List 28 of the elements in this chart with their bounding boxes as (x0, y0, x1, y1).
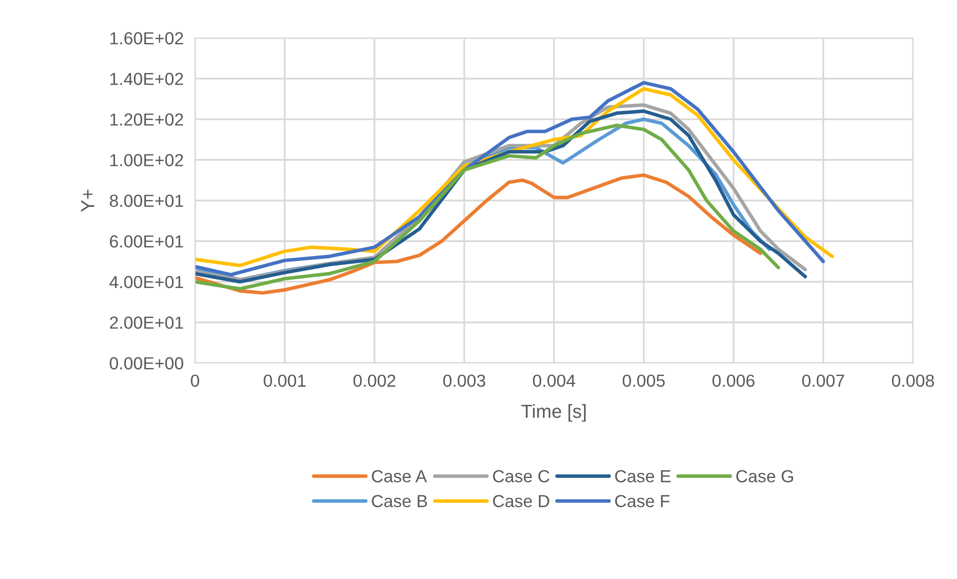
legend-label: Case F (615, 494, 670, 508)
x-tick-label: 0 (190, 374, 200, 387)
x-tick-label: 0.005 (622, 374, 665, 387)
x-tick-label: 0.001 (264, 374, 306, 387)
y-tick-label: 8.00E+01 (110, 194, 184, 207)
y-tick-label: 0.00E+00 (110, 357, 184, 370)
x-tick-label: 0.004 (532, 374, 576, 387)
x-tick-label: 0.002 (353, 374, 396, 387)
y-tick-label: 2.00E+01 (110, 316, 184, 329)
x-tick-label: 0.007 (802, 374, 844, 387)
legend-label: Case G (736, 470, 794, 482)
line-series (195, 173, 762, 295)
y-tick-label: 1.40E+02 (110, 72, 184, 86)
x-tick-label: 0.006 (712, 374, 754, 387)
legend-label: Case C (493, 470, 550, 482)
y-axis-title: Y+ (81, 190, 94, 212)
y-tick-label: 1.20E+02 (110, 113, 184, 126)
legend-label: Case A (372, 470, 427, 482)
legend-label: Case E (615, 470, 670, 482)
y-tick-label: 1.60E+02 (110, 32, 184, 44)
x-tick-label: 0.008 (892, 374, 934, 387)
x-axis-title: Time [s] (521, 404, 586, 422)
y-tick-label: 1.00E+02 (110, 154, 184, 166)
y-tick-label: 4.00E+01 (109, 276, 184, 288)
y-tick-label: 6.00E+01 (110, 235, 184, 248)
legend-label: Case D (493, 494, 550, 508)
x-tick-label: 0.003 (443, 374, 486, 387)
legend-label: Case B (372, 494, 428, 508)
